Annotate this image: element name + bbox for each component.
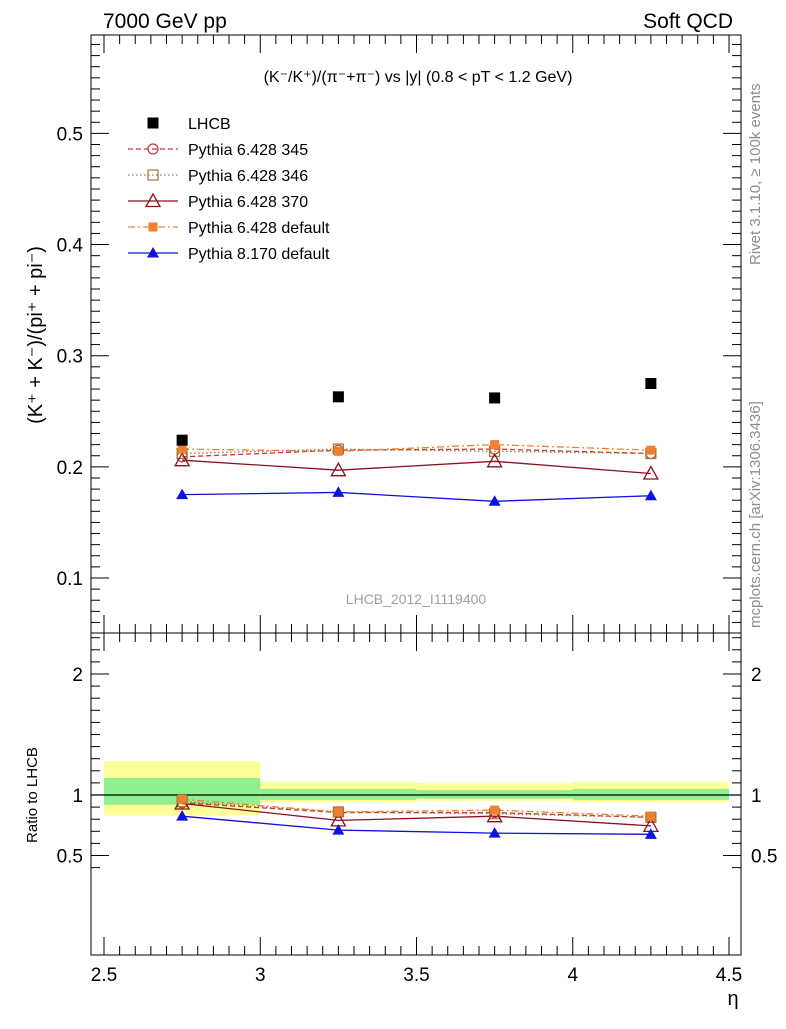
ratio-line bbox=[182, 798, 651, 817]
data-point bbox=[490, 440, 500, 450]
legend-marker bbox=[147, 143, 159, 155]
main-ylabel: (K⁺ + K⁻)/(pi⁺ + pi⁻) bbox=[25, 246, 47, 424]
data-point bbox=[330, 461, 347, 477]
legend-marker bbox=[147, 169, 159, 181]
ratio-point bbox=[646, 811, 656, 821]
ratio-ytick-label-left: 1 bbox=[72, 786, 83, 807]
ratio-line bbox=[182, 802, 651, 819]
xtick-label: 2.5 bbox=[91, 965, 117, 986]
lhcb-point bbox=[645, 377, 657, 389]
series-line bbox=[182, 443, 651, 452]
ratio-line bbox=[182, 802, 651, 827]
data-point bbox=[333, 446, 343, 456]
ratio-point bbox=[488, 827, 501, 838]
band-inner bbox=[260, 788, 417, 800]
data-point bbox=[174, 451, 191, 467]
header-left: 7000 GeV pp bbox=[103, 10, 227, 33]
legend-label: Pythia 6.428 345 bbox=[188, 142, 308, 159]
legend-marker bbox=[144, 192, 162, 208]
band-inner bbox=[416, 790, 573, 799]
main-ytick-label: 0.1 bbox=[57, 569, 83, 590]
ratio-ytick-label-right: 0.5 bbox=[751, 847, 777, 868]
lhcb-point bbox=[489, 392, 501, 404]
data-point bbox=[332, 486, 345, 497]
xtick-label: 3 bbox=[255, 965, 266, 986]
legend-label: Pythia 6.428 default bbox=[188, 220, 330, 237]
xtick-label: 3.5 bbox=[403, 965, 429, 986]
main-ytick-label: 0.5 bbox=[57, 124, 83, 145]
legend-marker bbox=[147, 247, 159, 258]
main-ytick-label: 0.2 bbox=[57, 458, 83, 479]
ratio-point bbox=[333, 807, 343, 817]
rivet-label: Rivet 3.1.10, ≥ 100k events bbox=[747, 83, 764, 265]
ratio-series bbox=[174, 794, 659, 839]
ratio-point bbox=[644, 828, 657, 839]
legend-marker bbox=[147, 117, 159, 129]
data-point bbox=[176, 488, 189, 500]
series-line bbox=[182, 491, 651, 502]
legend-label: Pythia 8.170 default bbox=[188, 246, 330, 263]
band-inner bbox=[572, 788, 729, 800]
ratio-point bbox=[490, 805, 500, 815]
header-right: Soft QCD bbox=[643, 10, 733, 33]
x-axis-label: η bbox=[727, 988, 738, 1010]
lhcb-point bbox=[332, 391, 344, 403]
ratio-ytick-label-right: 1 bbox=[751, 786, 762, 807]
legend: LHCB Pythia 6.428 345 Pythia 6.428 346 Pyth… bbox=[128, 116, 330, 263]
data-point bbox=[486, 452, 503, 468]
series-line bbox=[182, 448, 651, 458]
ratio-panel: 0.5 0.5 1 1 2 2 2.5 3 3.5 4 4.5 Ratio to LHCB η bbox=[24, 632, 777, 1010]
ratio-line bbox=[182, 815, 651, 835]
xtick-label: 4.5 bbox=[716, 965, 742, 986]
ratio-ytick-label-right: 2 bbox=[751, 665, 762, 686]
analysis-id: LHCB_2012_I1119400 bbox=[346, 591, 487, 607]
main-ticks: 0.1 0.2 0.3 0.4 0.5 bbox=[57, 35, 741, 633]
ratio-ytick-label-left: 2 bbox=[72, 665, 83, 686]
data-point bbox=[644, 489, 657, 501]
main-title: (K⁻/K⁺)/(π⁻+π⁻) vs |y| (0.8 < pT < 1.2 G… bbox=[264, 69, 573, 86]
main-ytick-label: 0.4 bbox=[57, 236, 84, 257]
mcplots-label: mcplots.cern.ch [arXiv:1306.3436] bbox=[747, 401, 764, 628]
legend-label: Pythia 6.428 346 bbox=[188, 168, 308, 185]
ratio-ylabel: Ratio to LHCB bbox=[24, 747, 41, 843]
legend-label: Pythia 6.428 370 bbox=[188, 194, 308, 211]
ratio-point bbox=[332, 806, 344, 818]
data-point bbox=[642, 465, 659, 480]
ratio-point bbox=[177, 794, 187, 804]
data-point bbox=[646, 445, 656, 455]
data-point bbox=[488, 495, 501, 506]
legend-label: LHCB bbox=[188, 116, 231, 133]
data-point bbox=[177, 444, 187, 454]
main-ytick-label: 0.3 bbox=[57, 347, 83, 368]
ratio-point bbox=[486, 807, 503, 823]
main-panel: 0.1 0.2 0.3 0.4 0.5 (K⁻/K⁺)/(π⁻+π⁻) vs |y| (… bbox=[25, 34, 742, 634]
lhcb-point bbox=[176, 434, 188, 446]
xtick-label: 4 bbox=[567, 965, 578, 986]
ratio-ytick-label-left: 0.5 bbox=[57, 847, 83, 868]
series-line bbox=[182, 459, 651, 475]
ratio-point bbox=[176, 810, 189, 821]
ratio-point bbox=[332, 824, 345, 835]
legend-marker bbox=[148, 222, 158, 232]
main-series bbox=[174, 377, 659, 506]
ratio-ticks: 0.5 0.5 1 1 2 2 2.5 3 3.5 4 4.5 bbox=[57, 633, 777, 986]
